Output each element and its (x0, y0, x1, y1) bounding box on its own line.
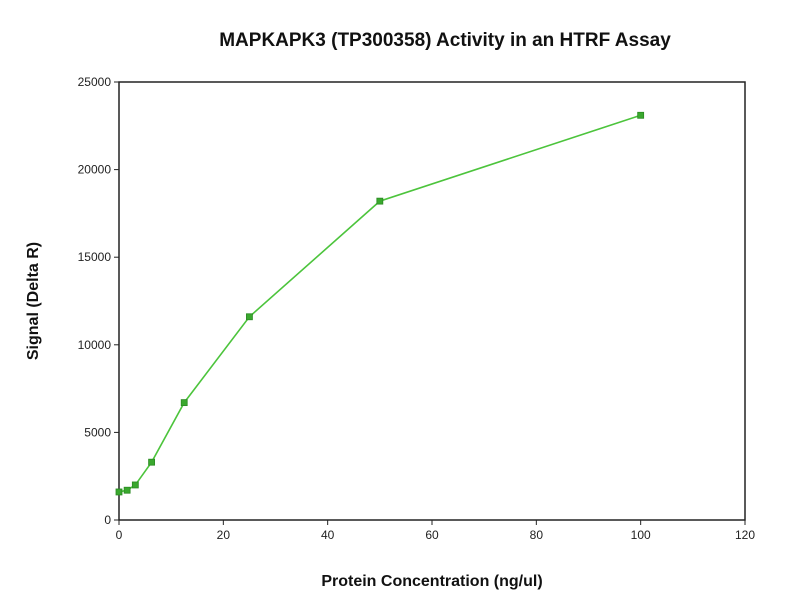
x-axis-label: Protein Concentration (ng/ul) (321, 573, 542, 590)
x-tick-label: 20 (217, 528, 231, 542)
y-tick-label: 25000 (78, 75, 112, 89)
plot-frame (118, 81, 746, 521)
data-point (123, 486, 131, 494)
y-tick-label: 5000 (84, 425, 111, 439)
y-axis-label: Signal (Delta R) (25, 242, 42, 360)
y-tick-label: 20000 (78, 163, 112, 177)
data-point (131, 481, 139, 489)
y-tick-label: 10000 (78, 338, 112, 352)
y-tick-label: 15000 (78, 250, 112, 264)
x-tick-label: 80 (530, 528, 544, 542)
x-tick-label: 0 (116, 528, 123, 542)
x-tick-label: 100 (631, 528, 651, 542)
y-tick-label: 0 (104, 513, 111, 527)
series-line (118, 114, 641, 493)
x-tick-label: 60 (425, 528, 439, 542)
x-tick-label: 120 (735, 528, 755, 542)
data-point (637, 111, 645, 119)
data-point (180, 399, 188, 407)
data-point (246, 313, 253, 321)
data-point (376, 197, 384, 205)
chart-title: MAPKAPK3 (TP300358) Activity in an HTRF … (219, 30, 671, 51)
x-tick-label: 40 (321, 528, 335, 542)
data-point (115, 488, 123, 496)
data-point (148, 458, 156, 466)
